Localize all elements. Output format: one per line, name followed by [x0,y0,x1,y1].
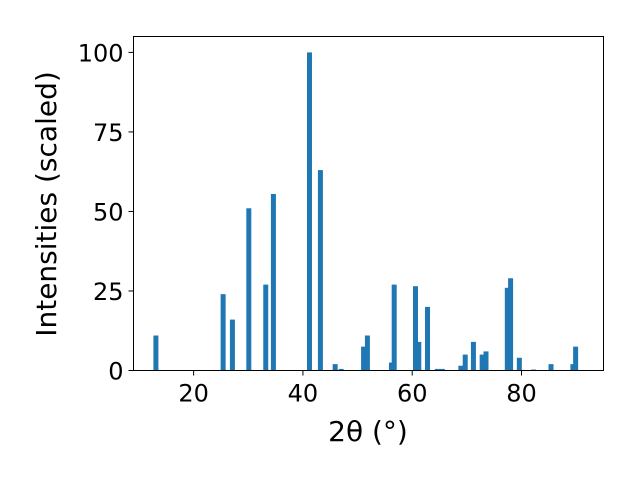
bar [306,52,312,371]
bar [425,306,431,371]
bar [338,368,344,371]
bar [434,368,440,371]
x-tick-label: 20 [178,380,209,408]
bar [220,294,226,371]
bar [263,284,269,371]
y-axis-label: Intensities (scaled) [30,71,63,337]
bar [153,335,159,371]
y-tick-label: 50 [93,198,124,226]
bar [570,364,576,371]
bar [504,287,510,371]
x-tick-label: 60 [397,380,428,408]
bar [479,354,485,371]
bar [458,365,464,371]
x-axis-label: 2θ (°) [328,415,408,448]
bar [548,364,554,371]
bar [573,346,579,371]
bar [317,170,323,371]
x-ticks: 20 40 60 80 [178,370,537,408]
bars-group [153,52,579,371]
y-tick-label: 100 [78,39,124,67]
bar [470,341,476,371]
bar [508,278,514,371]
y-tick-label: 0 [108,358,123,386]
bar [364,335,370,371]
bar [462,354,468,371]
x-tick-label: 40 [288,380,319,408]
bar [391,284,397,371]
bar [439,368,445,371]
y-tick-label: 25 [93,278,124,306]
y-tick-label: 75 [93,119,124,147]
plot-frame [133,36,604,371]
bar [516,357,522,371]
x-tick-label: 80 [506,380,537,408]
bar [413,286,418,371]
bar [246,208,252,371]
bar [388,362,394,371]
bar [416,341,422,371]
bar [332,364,338,371]
bar [229,319,235,371]
bar [483,351,489,371]
y-ticks: 0 25 50 75 100 [78,39,134,386]
bar [361,346,367,371]
bar [270,193,276,371]
